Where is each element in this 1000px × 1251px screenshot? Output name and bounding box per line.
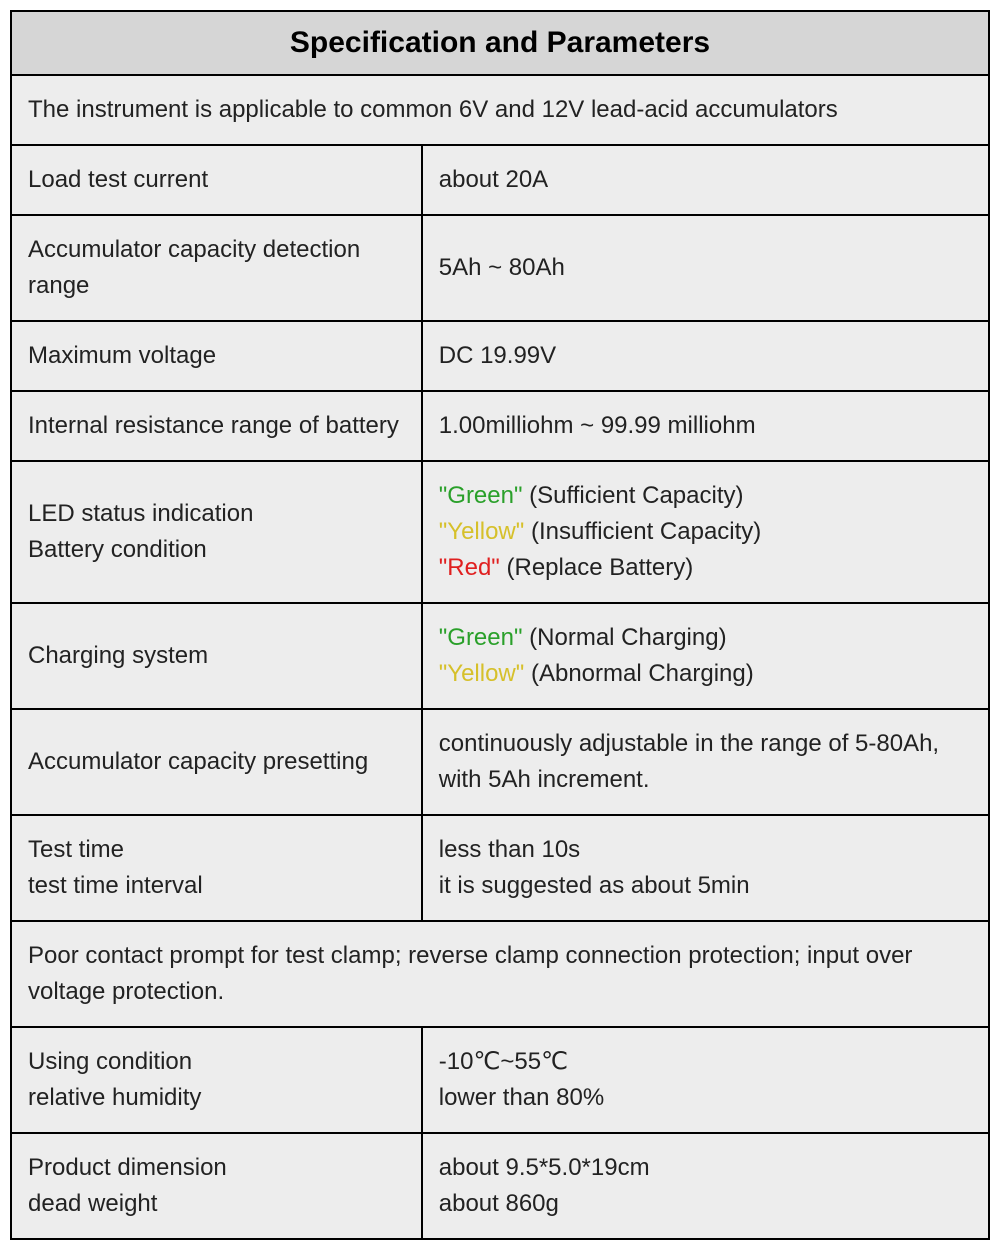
value-line: less than 10s <box>439 836 580 863</box>
label-line: test time interval <box>28 872 203 899</box>
row-label: Maximum voltage <box>11 321 422 391</box>
row-value: continuously adjustable in the range of … <box>422 709 989 815</box>
status-red: "Red" <box>439 554 500 581</box>
row-value: 5Ah ~ 80Ah <box>422 215 989 321</box>
row-value: about 9.5*5.0*19cm about 860g <box>422 1133 989 1239</box>
table-row: Internal resistance range of battery 1.0… <box>11 391 989 461</box>
spec-table: Specification and Parameters The instrum… <box>10 10 990 1240</box>
label-line: Test time <box>28 836 124 863</box>
row-value: "Green" (Normal Charging) "Yellow" (Abno… <box>422 603 989 709</box>
row-label: Charging system <box>11 603 422 709</box>
value-line: about 860g <box>439 1190 559 1217</box>
status-green: "Green" <box>439 482 523 509</box>
row-value: DC 19.99V <box>422 321 989 391</box>
table-title: Specification and Parameters <box>11 11 989 75</box>
intro-text: The instrument is applicable to common 6… <box>11 75 989 145</box>
label-line: dead weight <box>28 1190 157 1217</box>
status-desc: (Abnormal Charging) <box>524 660 753 687</box>
row-label: Product dimension dead weight <box>11 1133 422 1239</box>
value-line: lower than 80% <box>439 1084 604 1111</box>
row-label: Test time test time interval <box>11 815 422 921</box>
status-desc: (Normal Charging) <box>523 624 727 651</box>
label-line: LED status indication <box>28 500 253 527</box>
status-desc: (Insufficient Capacity) <box>524 518 761 545</box>
status-yellow: "Yellow" <box>439 518 525 545</box>
row-label: LED status indication Battery condition <box>11 461 422 603</box>
table-row: Accumulator capacity detection range 5Ah… <box>11 215 989 321</box>
table-row: Product dimension dead weight about 9.5*… <box>11 1133 989 1239</box>
note-row: Poor contact prompt for test clamp; reve… <box>11 921 989 1027</box>
value-line: about 9.5*5.0*19cm <box>439 1154 650 1181</box>
table-row: Accumulator capacity presetting continuo… <box>11 709 989 815</box>
status-desc: (Replace Battery) <box>500 554 693 581</box>
row-value: less than 10s it is suggested as about 5… <box>422 815 989 921</box>
note-text: Poor contact prompt for test clamp; reve… <box>11 921 989 1027</box>
row-value: about 20A <box>422 145 989 215</box>
row-value: 1.00milliohm ~ 99.99 milliohm <box>422 391 989 461</box>
table-row: Using condition relative humidity -10℃~5… <box>11 1027 989 1133</box>
table-row-charging: Charging system "Green" (Normal Charging… <box>11 603 989 709</box>
status-desc: (Sufficient Capacity) <box>523 482 744 509</box>
value-line: it is suggested as about 5min <box>439 872 750 899</box>
row-value: -10℃~55℃ lower than 80% <box>422 1027 989 1133</box>
label-line: relative humidity <box>28 1084 201 1111</box>
row-value: "Green" (Sufficient Capacity) "Yellow" (… <box>422 461 989 603</box>
row-label: Load test current <box>11 145 422 215</box>
label-line: Product dimension <box>28 1154 227 1181</box>
intro-row: The instrument is applicable to common 6… <box>11 75 989 145</box>
table-row: Maximum voltage DC 19.99V <box>11 321 989 391</box>
table-row: Test time test time interval less than 1… <box>11 815 989 921</box>
status-green: "Green" <box>439 624 523 651</box>
label-line: Battery condition <box>28 536 207 563</box>
label-line: Using condition <box>28 1048 192 1075</box>
status-yellow: "Yellow" <box>439 660 525 687</box>
value-line: -10℃~55℃ <box>439 1048 568 1075</box>
row-label: Internal resistance range of battery <box>11 391 422 461</box>
table-row-led: LED status indication Battery condition … <box>11 461 989 603</box>
row-label: Using condition relative humidity <box>11 1027 422 1133</box>
row-label: Accumulator capacity presetting <box>11 709 422 815</box>
row-label: Accumulator capacity detection range <box>11 215 422 321</box>
table-row: Load test current about 20A <box>11 145 989 215</box>
